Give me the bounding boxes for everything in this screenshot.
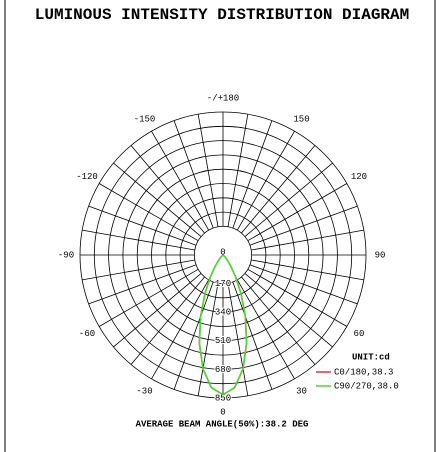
minor-spoke [232, 120, 273, 229]
angle-label: 150 [293, 114, 309, 124]
minor-spoke [197, 114, 219, 227]
angle-label: 30 [296, 386, 307, 396]
spoke [247, 183, 348, 242]
spoke [151, 130, 210, 231]
minor-spoke [130, 276, 205, 365]
minor-spoke [113, 162, 202, 237]
spoke [151, 279, 210, 380]
minor-spoke [232, 281, 273, 390]
minor-spoke [130, 145, 205, 234]
chart-title: LUMINOUS INTENSITY DISTRIBUTION DIAGRAM [35, 6, 409, 24]
spoke [236, 130, 295, 231]
spoke [247, 268, 348, 327]
spoke [236, 279, 295, 380]
minor-spoke [244, 273, 333, 348]
minor-spoke [173, 281, 214, 390]
minor-spoke [251, 229, 364, 251]
angle-label: -30 [136, 386, 152, 396]
legend-label: C0/180,38.3 [334, 367, 393, 377]
spoke [98, 268, 199, 327]
minor-spoke [227, 283, 249, 396]
r-tick-label: 680 [215, 365, 231, 375]
minor-spoke [244, 162, 333, 237]
minor-spoke [241, 276, 316, 365]
spoke [98, 183, 199, 242]
angle-label: 120 [351, 172, 367, 182]
r-tick-label: 510 [215, 336, 231, 346]
minor-spoke [82, 229, 195, 251]
minor-spoke [251, 259, 364, 281]
angle-label: -150 [134, 114, 156, 124]
minor-spoke [197, 283, 219, 396]
minor-spoke [227, 114, 249, 227]
minor-spoke [88, 205, 197, 246]
minor-spoke [249, 264, 358, 305]
r-tick-label: 170 [215, 279, 231, 289]
minor-spoke [241, 145, 316, 234]
angle-label: 90 [375, 250, 386, 260]
legend-label: C90/270,38.0 [334, 381, 399, 391]
minor-spoke [113, 273, 202, 348]
angle-label: -120 [76, 172, 98, 182]
minor-spoke [88, 264, 197, 305]
angle-label: -90 [58, 250, 74, 260]
angle-label: 60 [354, 329, 365, 339]
beam-angle-note: AVERAGE BEAM ANGLE(50%):38.2 DEG [136, 419, 309, 429]
minor-spoke [82, 259, 195, 281]
intensity-curve [198, 254, 248, 396]
r-tick-label: 0 [220, 247, 225, 257]
r-tick-label: 340 [215, 308, 231, 318]
unit-label: UNIT:cd [352, 352, 390, 362]
angle-label: -/+180 [207, 93, 239, 103]
angle-label: -60 [79, 329, 95, 339]
minor-spoke [249, 205, 358, 246]
r-tick-label: 850 [215, 393, 231, 403]
minor-spoke [173, 120, 214, 229]
angle-label: 0 [220, 407, 225, 417]
